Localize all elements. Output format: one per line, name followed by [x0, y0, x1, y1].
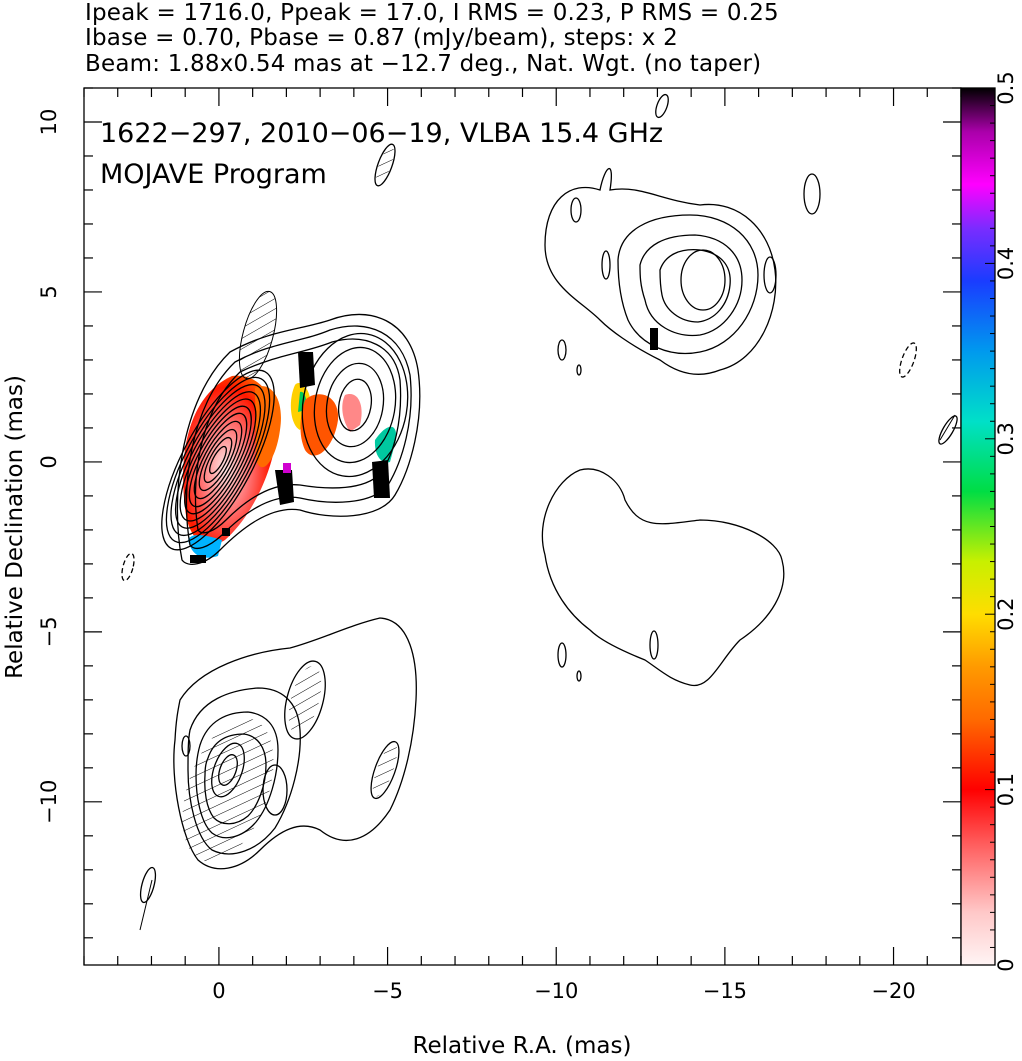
y-axis-label: Relative Declination (mas) — [2, 375, 28, 679]
x-axis-label: Relative R.A. (mas) — [413, 1033, 632, 1059]
colorbar-tick-label: 0.1 — [994, 773, 1018, 806]
annotation-line-2: MOJAVE Program — [100, 159, 327, 190]
annotation-line-1: 1622−297, 2010−06−19, VLBA 15.4 GHz — [100, 118, 663, 149]
y-tick-label: 5 — [37, 285, 61, 298]
y-axis: 10 5 0 −5 −10 — [37, 87, 961, 939]
header-line-2: Ibase = 0.70, Pbase = 0.87 (mJy/beam), s… — [85, 25, 678, 51]
y-tick-label: −10 — [37, 780, 61, 824]
header-line-3: Beam: 1.88x0.54 mas at −12.7 deg., Nat. … — [85, 51, 762, 77]
colorbar-tick-label: 0.4 — [994, 247, 1018, 280]
x-tick-label: −20 — [871, 979, 915, 1003]
colorbar-tick-label: 0.2 — [994, 597, 1018, 630]
intensity-contours — [121, 93, 958, 904]
y-tick-label: −5 — [37, 616, 61, 647]
x-tick-label: −5 — [372, 979, 403, 1003]
colorbar-tick-label: 0 — [994, 958, 1018, 971]
x-tick-label: 0 — [212, 979, 225, 1003]
y-tick-label: 0 — [37, 455, 61, 468]
x-tick-label: −15 — [703, 979, 747, 1003]
x-tick-label: −10 — [534, 979, 578, 1003]
x-axis: 0 −5 −10 −15 −20 — [83, 88, 962, 1003]
colorbar-tick-label: 0.5 — [994, 71, 1018, 104]
colorbar: 0 0.1 0.2 0.3 0.4 0.5 — [960, 71, 1018, 972]
polarization-vectors — [139, 146, 956, 931]
header-line-1: Ipeak = 1716.0, Ppeak = 17.0, I RMS = 0.… — [85, 0, 779, 26]
colorbar-gradient — [960, 87, 996, 966]
colorbar-tick-label: 0.3 — [994, 422, 1018, 455]
y-tick-label: 10 — [37, 109, 61, 136]
